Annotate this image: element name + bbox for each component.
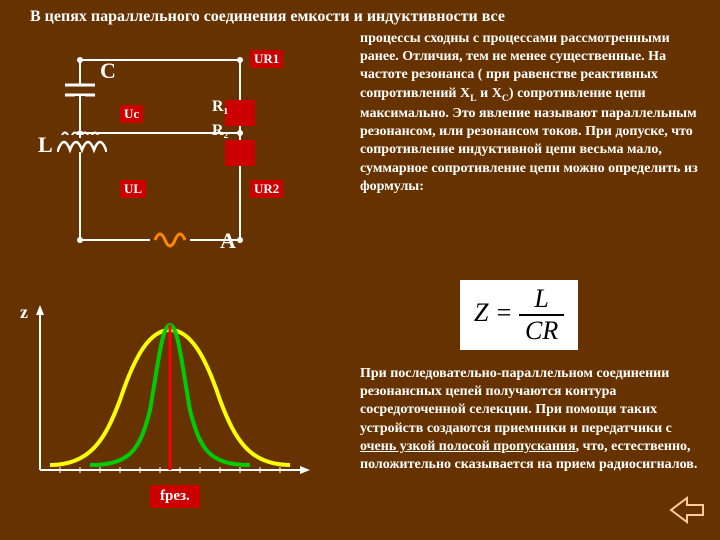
resonance-graph: z fрез. bbox=[20, 300, 320, 525]
p2-a: При последовательно-параллельном соедине… bbox=[360, 366, 672, 436]
label-r1: R₁ bbox=[212, 98, 228, 116]
paragraph-2: При последовательно-параллельном соедине… bbox=[360, 365, 700, 474]
paragraph-1: процессы сходны с процессами рассмотренн… bbox=[360, 30, 700, 196]
label-r2: R₂ bbox=[212, 122, 228, 140]
p2-underline: очень узкой полосой пропускания bbox=[360, 439, 576, 454]
p1-cont: ) сопротивление цепи максимально. Это яв… bbox=[360, 86, 698, 194]
label-l: L bbox=[38, 132, 53, 158]
label-uc: Uс bbox=[120, 105, 143, 123]
p1-mid: и X bbox=[477, 86, 502, 101]
fraction: L CR bbox=[519, 284, 564, 346]
label-ul: UL bbox=[120, 180, 146, 198]
formula-left: Z bbox=[474, 298, 488, 327]
formula-z: Z = L CR bbox=[460, 280, 578, 350]
back-arrow-icon bbox=[669, 495, 705, 525]
equals: = bbox=[495, 298, 519, 327]
denominator: CR bbox=[519, 316, 564, 346]
circuit-svg bbox=[20, 40, 340, 280]
nav-back-button[interactable] bbox=[669, 495, 705, 530]
circuit-diagram: C L A Uс UL UR1 UR2 R₁ R₂ bbox=[20, 40, 340, 280]
label-ur2: UR2 bbox=[250, 180, 283, 198]
label-c: C bbox=[100, 58, 116, 84]
graph-ylabel: z bbox=[20, 302, 28, 323]
label-ur1: UR1 bbox=[250, 50, 283, 68]
label-a: A bbox=[220, 228, 236, 254]
main-title: В цепях параллельного соединения емкости… bbox=[30, 8, 505, 26]
numerator: L bbox=[519, 284, 564, 316]
graph-xlabel: fрез. bbox=[150, 485, 200, 508]
p1-sub2: C bbox=[502, 92, 509, 103]
